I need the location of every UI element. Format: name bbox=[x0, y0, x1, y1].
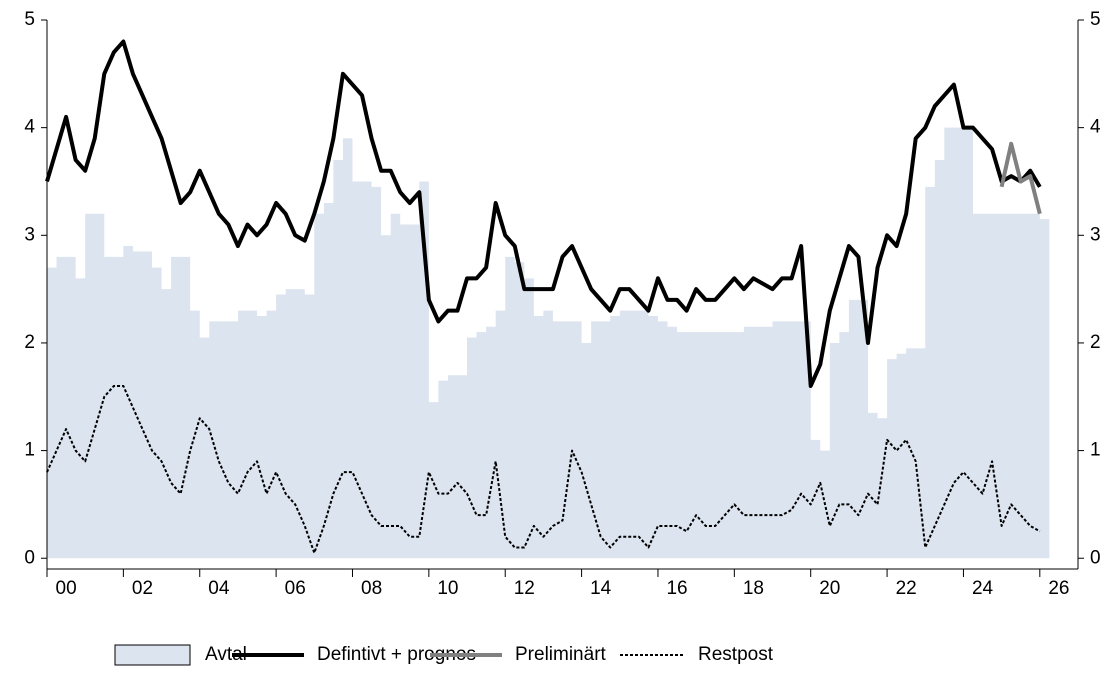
y2-tick-label: 3 bbox=[1090, 224, 1101, 245]
x-tick-label: 24 bbox=[972, 578, 994, 599]
x-tick-label: 04 bbox=[208, 578, 230, 599]
y2-tick-label: 5 bbox=[1090, 9, 1101, 30]
x-tick-label: 26 bbox=[1048, 578, 1069, 599]
y-tick-label: 0 bbox=[24, 547, 35, 568]
y-tick-label: 1 bbox=[24, 440, 35, 461]
y2-tick-label: 0 bbox=[1090, 547, 1101, 568]
y2-tick-label: 2 bbox=[1090, 332, 1101, 353]
x-tick-label: 00 bbox=[56, 578, 77, 599]
legend-label: Restpost bbox=[698, 644, 774, 665]
area bbox=[47, 127, 1050, 559]
x-tick-label: 20 bbox=[819, 578, 840, 599]
y-tick-label: 3 bbox=[24, 224, 35, 245]
line bbox=[45, 39, 1042, 388]
x-tick-label: 12 bbox=[514, 578, 535, 599]
x-tick-label: 06 bbox=[285, 578, 306, 599]
x-tick-label: 08 bbox=[361, 578, 382, 599]
x-tick-label: 18 bbox=[743, 578, 764, 599]
y2-tick-label: 1 bbox=[1090, 440, 1101, 461]
legend-label: Preliminärt bbox=[515, 644, 607, 665]
y2-tick-label: 4 bbox=[1090, 117, 1101, 138]
legend-label: Avtal bbox=[205, 644, 247, 665]
line bbox=[46, 385, 1041, 554]
y-tick-label: 2 bbox=[24, 332, 35, 353]
legend-swatch bbox=[114, 644, 191, 666]
line bbox=[999, 141, 1042, 215]
y-tick-label: 4 bbox=[24, 117, 35, 138]
y-tick-label: 5 bbox=[24, 9, 35, 30]
x-tick-label: 22 bbox=[896, 578, 917, 599]
x-tick-label: 02 bbox=[132, 578, 153, 599]
legend-label: Defintivt + prognos bbox=[317, 644, 476, 665]
x-tick-label: 10 bbox=[437, 578, 458, 599]
x-tick-label: 16 bbox=[666, 578, 687, 599]
x-tick-label: 14 bbox=[590, 578, 612, 599]
